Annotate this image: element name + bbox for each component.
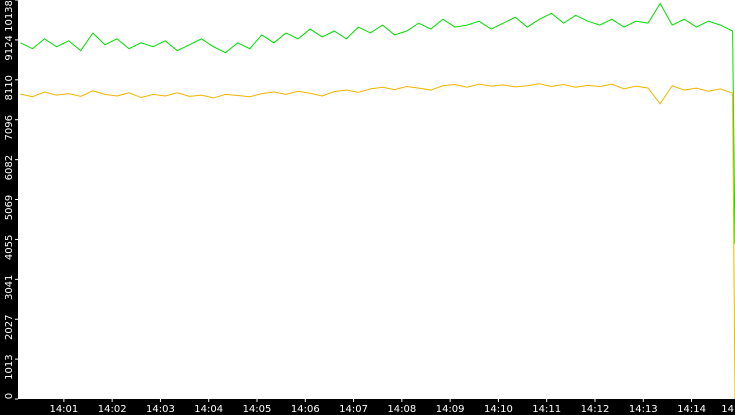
plot-area — [18, 0, 735, 399]
x-tick-label: 14:04 — [194, 404, 223, 415]
x-tick-label: 14:07 — [339, 404, 368, 415]
y-tick-label: 3041 — [4, 275, 15, 300]
x-tick-label: 14:06 — [291, 404, 320, 415]
x-tick-label: 14:11 — [532, 404, 561, 415]
x-tick-label: 14:01 — [49, 404, 78, 415]
x-tick-label: 14:10 — [484, 404, 513, 415]
x-tick-label: 14:14 — [677, 404, 706, 415]
x-tick-label: 14:02 — [98, 404, 127, 415]
x-tick-label: 14:09 — [436, 404, 465, 415]
series-line — [20, 83, 735, 400]
x-tick-label: 14 — [721, 404, 734, 415]
y-tick-label: 10138 — [4, 0, 15, 32]
x-tick-label: 14:08 — [387, 404, 416, 415]
x-tick-label: 14:13 — [629, 404, 658, 415]
x-tick-label: 14:05 — [243, 404, 272, 415]
y-tick-label: 0 — [4, 393, 15, 399]
y-tick-label: 1013 — [4, 354, 15, 379]
x-tick-label: 14:03 — [146, 404, 175, 415]
y-tick-label: 9124 — [4, 35, 15, 60]
x-tick-label: 14:12 — [581, 404, 610, 415]
series-line — [20, 2, 735, 244]
y-tick-label: 5069 — [4, 195, 15, 220]
y-tick-label: 6082 — [4, 155, 15, 180]
y-tick-label: 2027 — [4, 314, 15, 339]
y-tick-label: 7096 — [4, 115, 15, 140]
y-tick-label: 4055 — [4, 235, 15, 260]
y-tick-label: 8110 — [4, 75, 15, 100]
